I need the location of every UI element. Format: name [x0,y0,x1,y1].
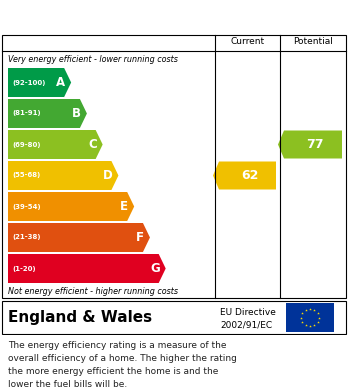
Text: 2002/91/EC: 2002/91/EC [220,320,272,329]
Text: D: D [103,169,112,182]
Text: EU Directive: EU Directive [220,308,276,317]
Text: G: G [150,262,160,275]
Bar [286,303,334,332]
Text: England & Wales: England & Wales [8,310,152,325]
Polygon shape [8,192,134,221]
Polygon shape [8,254,166,283]
Text: Very energy efficient - lower running costs: Very energy efficient - lower running co… [8,54,178,63]
Text: Energy Efficiency Rating: Energy Efficiency Rating [14,9,224,24]
Text: C: C [88,138,97,151]
Polygon shape [278,131,342,158]
Text: (55-68): (55-68) [12,172,40,179]
Text: E: E [120,200,128,213]
Text: (81-91): (81-91) [12,111,41,117]
Text: The energy efficiency rating is a measure of the
overall efficiency of a home. T: The energy efficiency rating is a measur… [8,341,237,389]
Text: (92-100): (92-100) [12,79,45,86]
Text: Potential: Potential [293,38,333,47]
Text: 62: 62 [241,169,258,182]
Text: 77: 77 [306,138,324,151]
Polygon shape [8,223,150,252]
Text: (39-54): (39-54) [12,203,41,210]
Polygon shape [8,161,118,190]
Polygon shape [213,161,276,190]
Text: (69-80): (69-80) [12,142,40,147]
Polygon shape [8,99,87,128]
Text: Not energy efficient - higher running costs: Not energy efficient - higher running co… [8,287,178,296]
Text: Current: Current [230,38,264,47]
Text: F: F [136,231,144,244]
Text: (1-20): (1-20) [12,265,35,271]
Text: B: B [72,107,81,120]
Text: (21-38): (21-38) [12,235,40,240]
Text: A: A [56,76,65,89]
Polygon shape [8,130,103,159]
Polygon shape [8,68,71,97]
